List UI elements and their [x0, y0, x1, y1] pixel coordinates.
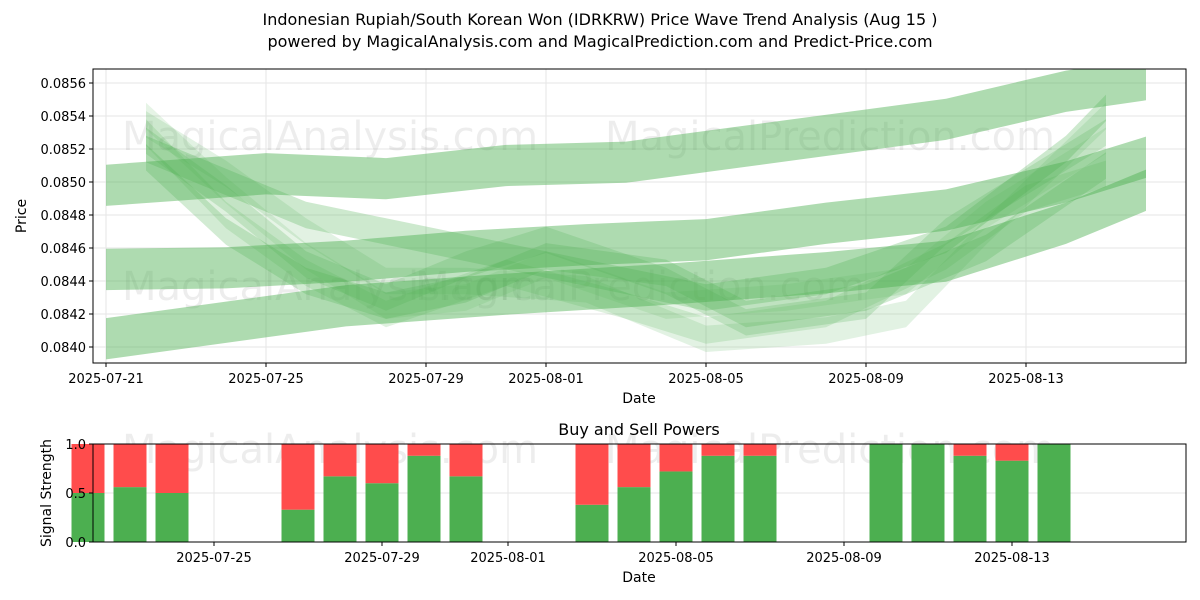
price-x-label: Date: [622, 391, 655, 407]
x-tick-label: 2025-08-13: [988, 372, 1064, 387]
x-tick-label: 2025-08-01: [470, 551, 546, 566]
sell-bar: [995, 444, 1029, 461]
buy-bar: [365, 483, 399, 542]
buy-bar: [869, 444, 903, 542]
price-wave-bands: [106, 69, 1146, 360]
wave-band-wave-e: [146, 102, 1106, 352]
wave-band-band-upper: [106, 69, 1146, 206]
wave-band-band-lower: [106, 169, 1146, 360]
chart-title-line-1: Indonesian Rupiah/South Korean Won (IDRK…: [262, 10, 938, 29]
buy-bar: [155, 493, 189, 542]
buy-bar: [953, 455, 987, 542]
y-tick-label: 1.0: [65, 438, 86, 453]
buy-bar: [323, 476, 357, 542]
buy-bar: [71, 493, 105, 542]
y-tick-label: 0.0848: [41, 209, 87, 224]
wave-band-wave-a: [146, 94, 1106, 311]
x-tick-label: 2025-08-01: [508, 372, 584, 387]
power-x-label: Date: [622, 570, 655, 586]
sell-bar: [365, 444, 399, 484]
power-y-label: Signal Strength: [39, 439, 55, 547]
y-tick-label: 0.0856: [41, 77, 87, 92]
price-plot-frame: [92, 68, 1187, 364]
y-tick-label: 0.0840: [41, 341, 87, 356]
sell-bar: [701, 444, 735, 456]
x-tick-label: 2025-07-29: [388, 372, 464, 387]
power-bars: [71, 444, 1071, 542]
x-tick-label: 2025-08-09: [828, 372, 904, 387]
buy-bar: [701, 455, 735, 542]
sell-bar: [953, 444, 987, 456]
sell-bar: [659, 444, 693, 472]
buy-bar: [1037, 444, 1071, 542]
x-tick-label: 2025-08-05: [638, 551, 714, 566]
buy-bar: [995, 460, 1029, 542]
sell-bar: [743, 444, 777, 456]
x-tick-label: 2025-07-21: [68, 372, 144, 387]
buy-bar: [575, 504, 609, 542]
buy-bar: [617, 487, 651, 542]
x-tick-label: 2025-08-09: [806, 551, 882, 566]
price-y-axis: 0.0840 0.0842 0.0844 0.0846 0.0848 0.0850 0.08…: [41, 77, 93, 356]
watermark-text: MagicalPrediction.com: [415, 264, 865, 310]
y-tick-label: 0.5: [65, 487, 86, 502]
price-grid: [93, 69, 1186, 363]
sell-bar: [449, 444, 483, 477]
sell-bar: [113, 444, 147, 488]
buy-bar: [407, 455, 441, 542]
sell-bar: [155, 444, 189, 493]
sell-bar: [575, 444, 609, 505]
y-tick-label: 0.0854: [41, 110, 87, 125]
sell-bar: [617, 444, 651, 488]
buy-bar: [911, 444, 945, 542]
buy-bar: [743, 455, 777, 542]
y-tick-label: 0.0844: [41, 275, 87, 290]
x-tick-label: 2025-07-25: [176, 551, 252, 566]
power-y-axis: 0.0 0.5 1.0: [65, 438, 93, 551]
power-x-axis: 2025-07-25 2025-07-29 2025-08-01 2025-08-05…: [176, 542, 1050, 566]
y-tick-label: 0.0852: [41, 143, 87, 158]
chart-title-line-2: powered by MagicalAnalysis.com and Magic…: [267, 32, 933, 51]
watermark-text: MagicalPrediction.com: [605, 114, 1055, 160]
x-tick-label: 2025-08-05: [668, 372, 744, 387]
price-x-axis: 2025-07-21 2025-07-25 2025-07-29 2025-08-01…: [68, 363, 1064, 387]
sell-bar: [71, 444, 105, 493]
buy-bar: [449, 476, 483, 542]
x-tick-label: 2025-07-29: [344, 551, 420, 566]
buy-bar: [113, 487, 147, 542]
sell-bar: [281, 444, 315, 510]
y-tick-label: 0.0850: [41, 176, 87, 191]
wave-band-band-middle: [106, 136, 1146, 291]
x-tick-label: 2025-08-13: [974, 551, 1050, 566]
y-tick-label: 0.0842: [41, 308, 87, 323]
sell-bar: [407, 444, 441, 456]
watermark-text: MagicalAnalysis.com: [122, 264, 538, 310]
buy-bar: [659, 471, 693, 542]
y-tick-label: 0.0846: [41, 242, 87, 257]
watermark-text: MagicalAnalysis.com: [122, 114, 538, 160]
power-chart-title: Buy and Sell Powers: [558, 420, 720, 439]
y-tick-label: 0.0: [65, 536, 86, 551]
wave-band-wave-d: [146, 119, 1106, 344]
sell-bar: [323, 444, 357, 477]
x-tick-label: 2025-07-25: [228, 372, 304, 387]
price-y-label: Price: [14, 199, 30, 233]
buy-bar: [281, 509, 315, 542]
